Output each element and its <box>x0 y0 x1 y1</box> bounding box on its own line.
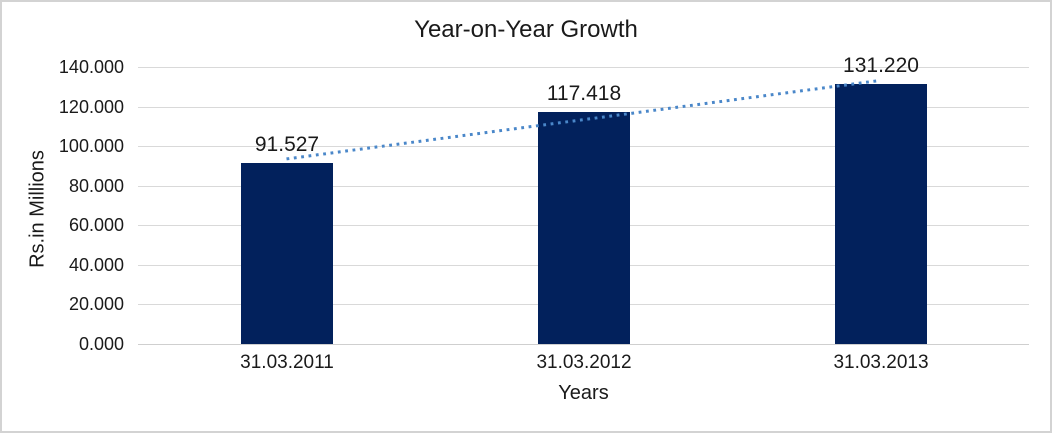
y-tick-label: 20.000 <box>68 294 124 314</box>
x-tick-label: 31.03.2012 <box>536 352 632 373</box>
chart-title: Year-on-Year Growth <box>414 16 638 43</box>
y-axis-title: Rs.in Millions <box>26 150 49 268</box>
bar-value-label: 91.527 <box>254 133 320 156</box>
y-tick-label: 100.000 <box>58 136 124 156</box>
x-tick-label: 31.03.2011 <box>240 352 334 373</box>
y-tick-label: 40.000 <box>68 255 124 275</box>
x-tick-label: 31.03.2013 <box>833 352 929 373</box>
y-tick-label: 140.000 <box>58 57 124 77</box>
bar-value-label: 131.220 <box>843 54 919 77</box>
bar-31.03.2011 <box>241 163 333 344</box>
bar-value-label: 117.418 <box>546 82 622 105</box>
y-tick-label: 120.000 <box>58 97 124 117</box>
bar-31.03.2012 <box>538 112 630 344</box>
bar-31.03.2013 <box>835 84 927 344</box>
x-axis-title: Years <box>558 382 609 404</box>
y-tick-label: 60.000 <box>68 215 124 235</box>
y-tick-label: 80.000 <box>68 176 124 196</box>
gridline <box>138 67 1029 68</box>
gridline <box>138 344 1029 345</box>
y-tick-label: 0.000 <box>78 334 124 354</box>
